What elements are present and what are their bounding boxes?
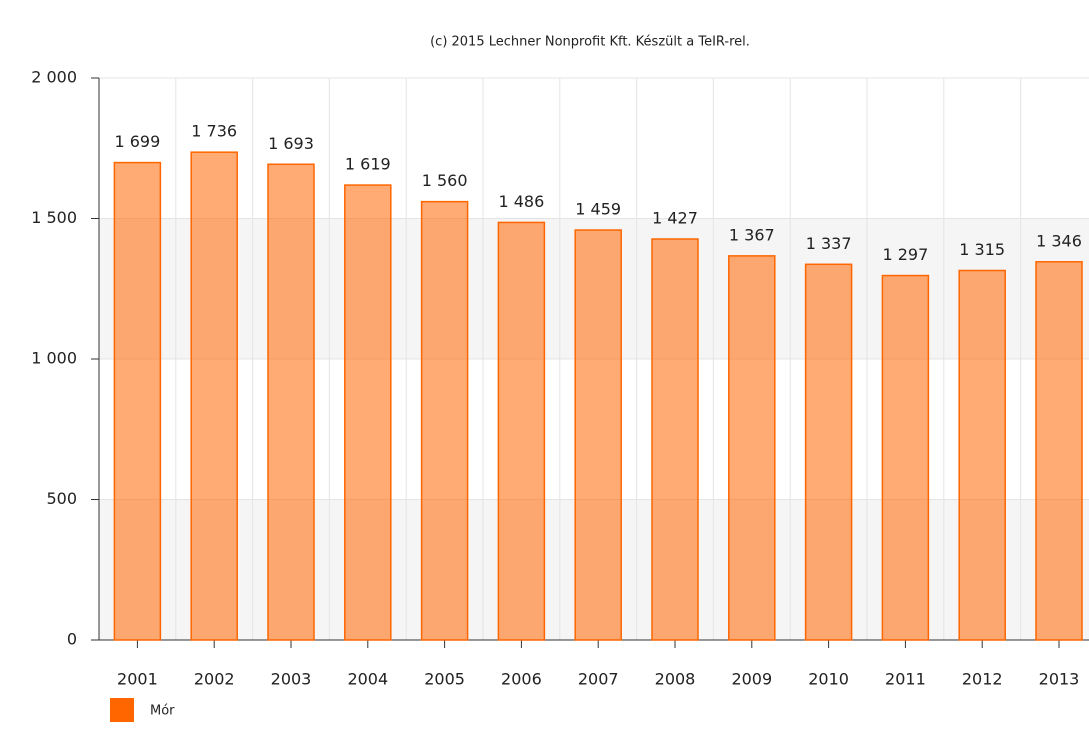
x-tick-label: 2010: [808, 670, 849, 689]
bar: [804, 263, 853, 641]
x-tick-label: 2012: [962, 670, 1003, 689]
bar: [344, 184, 392, 641]
bar: [881, 274, 930, 641]
data-label: 1 699: [114, 132, 160, 151]
x-tick-label: 2006: [501, 670, 542, 689]
x-tick-label: 2011: [885, 670, 926, 689]
data-label: 1 560: [422, 171, 468, 190]
data-label: 1 297: [882, 245, 928, 264]
y-tick-label: 0: [67, 630, 77, 649]
x-tick-label: 2002: [194, 670, 235, 689]
x-tick-label: 2009: [731, 670, 772, 689]
x-tick-label: 2008: [655, 670, 696, 689]
y-tick-label: 1 000: [31, 349, 77, 368]
bar: [728, 255, 776, 641]
data-label: 1 459: [575, 200, 621, 219]
bar: [574, 229, 622, 641]
x-tick-label: 2013: [1039, 670, 1080, 689]
data-label: 1 367: [729, 225, 775, 244]
data-label: 1 337: [806, 234, 852, 253]
bar: [497, 221, 546, 641]
bar: [113, 161, 162, 641]
chart-title: (c) 2015 Lechner Nonprofit Kft. Készült …: [430, 35, 750, 50]
bar: [190, 151, 238, 641]
data-label: 1 427: [652, 209, 698, 228]
y-tick-label: 500: [46, 489, 77, 508]
data-label: 1 619: [345, 155, 391, 174]
x-tick-label: 2007: [578, 670, 619, 689]
y-tick-label: 1 500: [31, 208, 77, 227]
bar: [958, 269, 1006, 641]
bar: [1035, 261, 1083, 641]
y-tick-label: 2 000: [31, 68, 77, 87]
data-label: 1 486: [498, 192, 544, 211]
legend-label: Mór: [150, 704, 175, 719]
x-tick-label: 2004: [347, 670, 388, 689]
data-label: 1 693: [268, 134, 314, 153]
bar: [651, 238, 699, 641]
data-label: 1 736: [191, 122, 237, 141]
x-tick-label: 2005: [424, 670, 465, 689]
data-label: 1 315: [959, 240, 1005, 259]
x-tick-label: 2003: [271, 670, 312, 689]
bar: [420, 200, 469, 641]
bar: [267, 163, 315, 641]
data-label: 1 346: [1036, 231, 1082, 250]
legend-swatch: [110, 698, 134, 722]
x-tick-label: 2001: [117, 670, 158, 689]
